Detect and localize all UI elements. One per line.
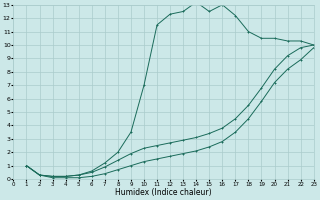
X-axis label: Humidex (Indice chaleur): Humidex (Indice chaleur): [115, 188, 212, 197]
